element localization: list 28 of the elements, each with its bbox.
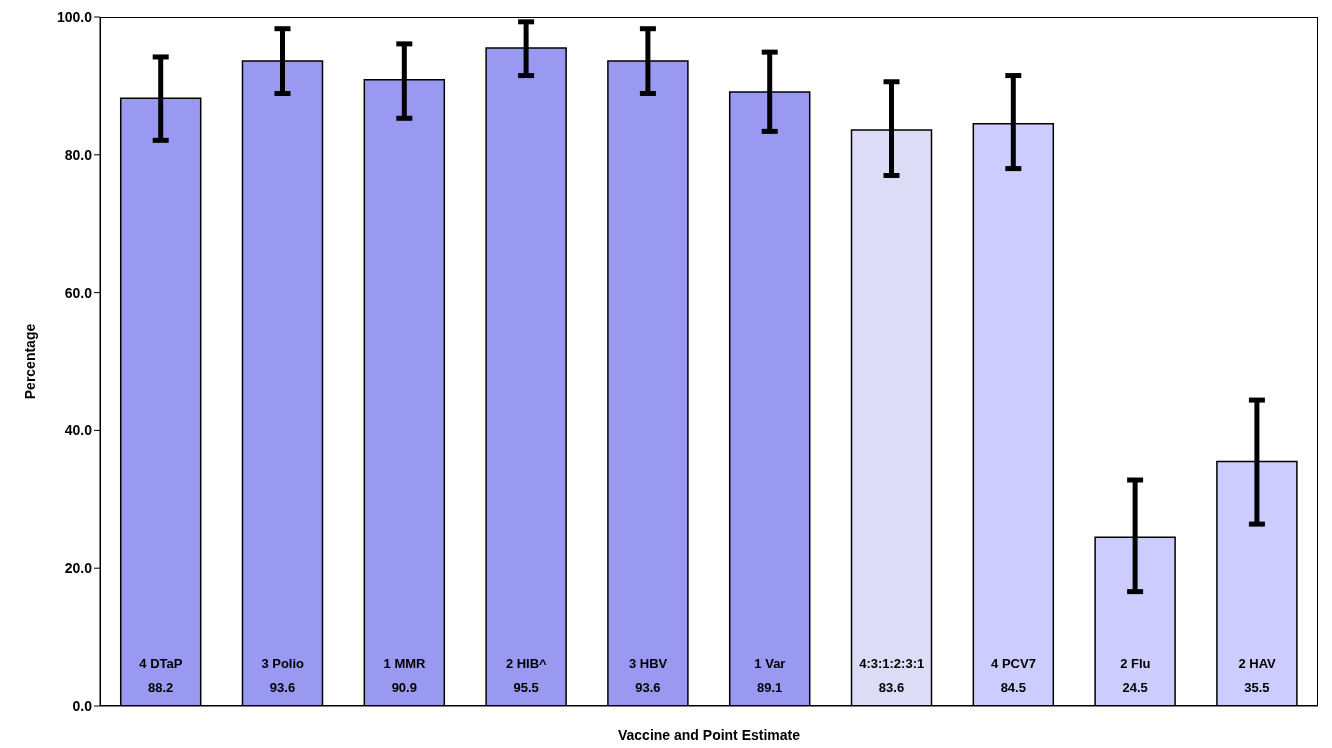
y-tick-label: 0.0 (72, 697, 93, 714)
y-tick-label: 20.0 (64, 560, 93, 577)
y-axis-title: Percentage (21, 323, 38, 400)
data-label: 90.9 (391, 680, 417, 695)
y-tick-label: 100.0 (56, 8, 93, 25)
x-tick-label: 2 HIB^ (505, 656, 548, 671)
x-tick-label: 3 HBV (628, 656, 668, 671)
x-tick-label: 4:3:1:2:3:1 (859, 656, 925, 671)
y-tick-label: 80.0 (64, 146, 93, 163)
data-label: 83.6 (878, 680, 905, 695)
data-label: 93.6 (635, 680, 661, 695)
x-tick-label: 1 MMR (383, 656, 427, 671)
x-tick-label: 3 Polio (261, 656, 305, 671)
data-label: 95.5 (513, 680, 539, 695)
data-label: 88.2 (148, 680, 174, 695)
x-tick-label: 2 HAV (1238, 656, 1277, 671)
data-label: 89.1 (757, 680, 783, 695)
x-tick-label: 4 DTaP (139, 656, 183, 671)
data-label: 84.5 (1000, 680, 1026, 695)
data-label: 93.6 (269, 680, 296, 695)
y-tick-label: 60.0 (64, 284, 93, 301)
x-axis-title: Vaccine and Point Estimate (617, 727, 801, 743)
y-tick-label: 40.0 (64, 422, 93, 439)
data-label: 24.5 (1122, 680, 1148, 695)
data-label: 35.5 (1244, 680, 1270, 695)
x-tick-label: 2 Flu (1120, 656, 1151, 671)
x-tick-label: 1 Var (754, 656, 786, 671)
x-tick-label: 4 PCV7 (991, 656, 1036, 671)
